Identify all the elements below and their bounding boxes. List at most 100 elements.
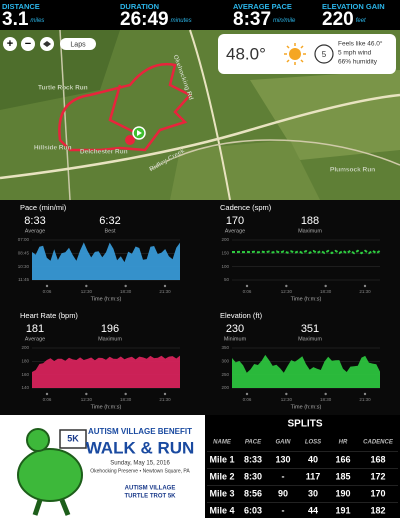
cell: 90	[278, 488, 288, 498]
x-tick-dot	[124, 284, 127, 288]
svg-text:+: +	[7, 38, 13, 50]
y-tick-label: 10:30	[18, 264, 30, 269]
x-tick-dot	[245, 392, 249, 396]
cell: 30	[308, 488, 318, 498]
panel-stat-value: 230	[226, 323, 244, 335]
stat-label: ELEVATION GAIN	[322, 2, 385, 11]
y-tick-label: 150	[221, 251, 229, 256]
x-tick-dot	[363, 392, 367, 396]
x-tick-dot	[45, 284, 49, 288]
stat-number: 3.1	[2, 9, 29, 30]
panel-stat-value: 188	[301, 215, 319, 227]
panel-stat-value: 181	[26, 323, 44, 335]
cell: -	[282, 505, 285, 515]
cell: Mile 3	[209, 488, 234, 498]
y-tick-label: 200	[221, 385, 229, 390]
turtle	[17, 428, 87, 516]
x-tick-dot	[245, 284, 249, 288]
area	[32, 355, 180, 388]
stat-value: 3.1 miles	[2, 9, 44, 30]
stats-bar	[0, 0, 400, 30]
map: + −	[0, 29, 400, 201]
column-header: GAIN	[276, 440, 292, 446]
x-axis-label: Time (h:m:s)	[91, 296, 122, 302]
stat-value: 8:37 min/mile	[233, 9, 296, 30]
cell: 190	[335, 488, 350, 498]
x-tick-label: 0:06	[43, 397, 52, 402]
y-tick-label: 200	[21, 345, 29, 350]
x-tick-dot	[324, 392, 327, 396]
place-label: Delchester Run	[80, 149, 128, 156]
x-tick-label: 12:30	[281, 289, 293, 294]
place-label: Turtle Rock Run	[38, 85, 88, 92]
x-tick-dot	[163, 392, 167, 396]
flyer-date: Sunday, May 15, 2016	[110, 461, 170, 467]
place-label: Plumsock Run	[330, 167, 375, 174]
panel-stat-label: Average	[25, 228, 45, 234]
y-tick-label: 08:45	[18, 251, 30, 256]
feels-like: Feels like 46.0°	[338, 40, 383, 48]
cadence-line	[232, 249, 381, 255]
cell: 44	[308, 505, 318, 515]
x-tick-label: 21:30	[159, 397, 171, 402]
panel-stat-label: Maximum	[298, 228, 322, 234]
x-tick-label: 0:06	[243, 397, 252, 402]
stat-label: DISTANCE	[2, 2, 40, 11]
cell: -	[282, 471, 285, 481]
cell: 166	[335, 454, 350, 464]
column-header: NAME	[213, 440, 232, 446]
cell: 191	[335, 505, 350, 515]
y-tick-label: 200	[221, 237, 229, 242]
x-tick-label: 21:30	[359, 289, 371, 294]
y-tick-label: 140	[21, 385, 29, 390]
cell: 8:33	[244, 454, 262, 464]
y-tick-label: 250	[221, 372, 229, 377]
y-tick-label: 300	[221, 359, 229, 364]
x-tick-dot	[85, 284, 88, 288]
cell: 6:03	[244, 505, 262, 515]
column-header: PACE	[245, 440, 262, 446]
x-tick-label: 18:30	[120, 289, 132, 294]
humidity: 66% humidity	[338, 59, 378, 66]
x-tick-dot	[324, 284, 327, 288]
splits-title: SPLITS	[287, 419, 322, 430]
panel-stat-label: Best	[104, 228, 115, 234]
panel-stat-value: 6:32	[99, 215, 120, 227]
cell: 170	[370, 488, 385, 498]
column-header: HR	[339, 440, 348, 446]
y-tick-label: 50	[224, 277, 230, 282]
stat-unit: miles	[30, 18, 44, 24]
stat-number: 26:49	[120, 9, 169, 30]
badge: 5K	[67, 433, 79, 443]
panel-title: Cadence (spm)	[220, 203, 272, 212]
stat-label: AVERAGE PACE	[233, 2, 292, 11]
column-header: CADENCE	[363, 440, 394, 446]
panel-stat-label: Average	[225, 228, 245, 234]
panel-stat-label: Minimum	[224, 336, 247, 342]
laps-button[interactable]: Laps	[70, 41, 86, 48]
wind-badge: 5	[322, 50, 327, 59]
column-header: LOSS	[305, 440, 321, 446]
x-tick-dot	[163, 284, 167, 288]
panel-stat-label: Maximum	[298, 336, 322, 342]
x-axis-label: Time (h:m:s)	[291, 296, 322, 302]
x-tick-label: 21:30	[359, 397, 371, 402]
x-tick-label: 0:06	[43, 289, 52, 294]
panel-stat-value: 8:33	[24, 215, 45, 227]
x-tick-label: 21:30	[159, 289, 171, 294]
area	[232, 354, 380, 388]
cell: 8:30	[244, 471, 262, 481]
panel-stat-label: Average	[25, 336, 45, 342]
splits-panel	[205, 415, 400, 518]
panel-stat-label: Maximum	[98, 336, 122, 342]
cell: 117	[306, 471, 321, 481]
panel-stat-value: 351	[301, 323, 319, 335]
stat-value: 220 feet	[322, 9, 366, 30]
cell: 8:56	[244, 488, 262, 498]
cell: Mile 4	[209, 505, 234, 515]
stat-unit: minutes	[171, 18, 192, 24]
cell: 182	[370, 505, 385, 515]
y-tick-label: 11:45	[18, 277, 29, 282]
cell: 185	[335, 471, 350, 481]
